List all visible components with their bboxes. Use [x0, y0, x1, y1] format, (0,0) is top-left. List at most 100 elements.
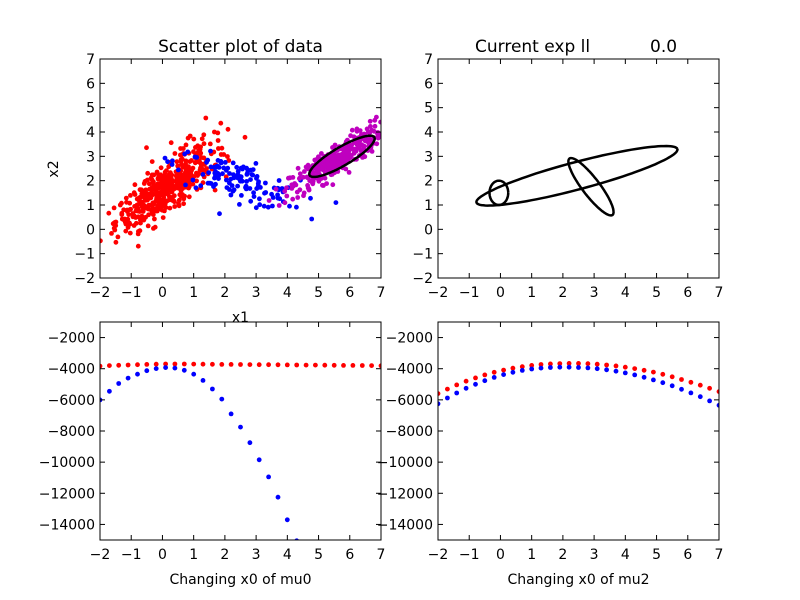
scatter-point	[204, 159, 210, 165]
data-point	[181, 361, 187, 367]
scatter-point	[349, 142, 354, 148]
scatter-point	[127, 193, 133, 198]
data-point	[200, 378, 206, 383]
data-point	[566, 364, 572, 370]
data-point	[284, 362, 290, 368]
scatter-point	[191, 136, 197, 142]
data-point	[266, 362, 271, 368]
y-tick-label: −4000	[48, 362, 95, 378]
scatter-point	[153, 183, 159, 189]
x-tick-label: 1	[527, 285, 536, 301]
data-point	[163, 361, 169, 367]
x-tick-label: −2	[90, 285, 111, 301]
scatter-point	[276, 178, 282, 183]
data-point	[445, 395, 450, 401]
series-blue	[438, 364, 719, 408]
series-red	[438, 361, 719, 396]
scatter-point	[290, 175, 296, 180]
y-tick-label: 7	[86, 52, 95, 68]
scatter-point	[300, 174, 306, 180]
data-point	[716, 389, 719, 394]
scatter-point	[254, 175, 259, 181]
data-point	[294, 362, 300, 368]
scatter-point	[203, 115, 209, 121]
scatter-point	[180, 146, 186, 151]
data-point	[275, 494, 281, 500]
data-point	[144, 368, 150, 374]
scatter-point	[305, 183, 310, 188]
data-point	[669, 383, 675, 389]
x-tick-label: 3	[590, 547, 599, 563]
scatter-point	[132, 192, 138, 197]
x-tick-label: 0	[158, 285, 167, 301]
scatter-point	[316, 167, 322, 173]
scatter-point	[122, 219, 128, 225]
scatter-point	[356, 140, 362, 146]
scatter-point	[165, 159, 171, 165]
scatter-point	[149, 185, 155, 190]
data-point	[438, 401, 441, 407]
x-tick-label: 2	[558, 285, 567, 301]
scatter-point	[113, 239, 119, 245]
scatter-point	[215, 138, 221, 143]
y-tick-label: 2	[86, 174, 95, 190]
scatter-point	[176, 201, 181, 206]
data-point	[341, 363, 346, 368]
scatter-point	[139, 203, 145, 208]
scatter-point	[309, 216, 315, 222]
scatter-point	[257, 196, 262, 202]
data-point	[519, 364, 525, 370]
scatter-point	[228, 192, 234, 198]
data-point	[510, 365, 516, 371]
data-point	[679, 386, 684, 392]
scatter-point	[106, 210, 112, 216]
data-point	[191, 371, 197, 377]
scatter-point	[161, 188, 166, 193]
scatter-point	[325, 162, 331, 167]
scatter-point	[135, 243, 141, 249]
scatter-point	[162, 179, 168, 185]
data-point	[651, 377, 656, 383]
scatter-point	[239, 193, 244, 198]
scatter-point	[167, 197, 173, 203]
scatter-point	[201, 141, 207, 147]
y-tick-label: 7	[424, 52, 433, 68]
scatter-point	[263, 190, 269, 195]
x-tick-label: 3	[252, 547, 261, 563]
scatter-point	[282, 200, 288, 206]
scatter-point	[171, 193, 177, 199]
scatter-point	[320, 182, 325, 188]
scatter-point	[161, 198, 167, 204]
scatter-point	[181, 196, 187, 202]
scatter-point	[277, 196, 283, 202]
data-point	[660, 380, 666, 386]
data-point	[125, 375, 131, 381]
x-tick-label: −2	[90, 547, 111, 563]
x-tick-label: −1	[121, 285, 142, 301]
axes-mu0: Changing x0 of mu0	[169, 572, 311, 588]
scatter-point	[245, 170, 250, 176]
scatter-point	[244, 179, 250, 184]
data-point	[491, 375, 497, 380]
scatter-point	[110, 221, 116, 227]
data-point	[331, 362, 337, 368]
y-tick-label: 3	[424, 149, 433, 165]
scatter-point	[253, 205, 259, 211]
data-point	[210, 386, 215, 392]
y-tick-label: −12000	[377, 486, 433, 502]
scatter-point	[136, 195, 142, 201]
mu0-marks	[100, 361, 381, 540]
x-tick-label: 0	[158, 547, 167, 563]
scatter-point	[198, 144, 204, 150]
x-tick-label: 4	[621, 547, 630, 563]
data-point	[350, 363, 356, 368]
scatter-point	[287, 203, 292, 209]
scatter-point	[132, 213, 137, 219]
data-point	[219, 362, 225, 367]
data-point	[228, 411, 234, 417]
scatter-point	[219, 145, 225, 151]
scatter-point	[143, 187, 149, 193]
scatter-point	[156, 190, 162, 196]
scatter-point	[216, 146, 221, 151]
scatter-point	[351, 146, 357, 152]
